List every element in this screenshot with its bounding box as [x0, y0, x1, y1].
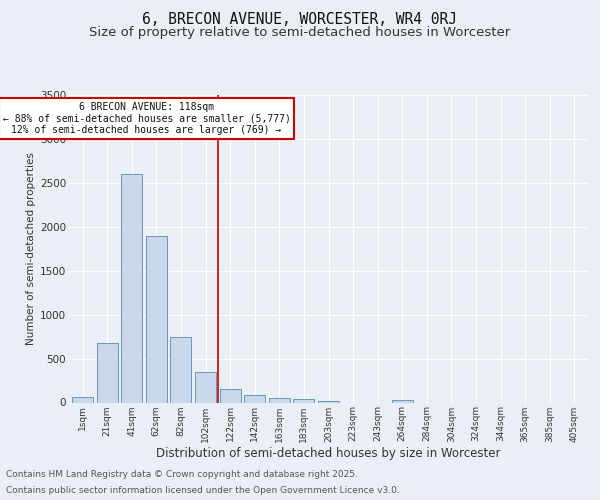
Bar — [220, 389, 241, 402]
Bar — [97, 343, 118, 402]
Bar — [318, 400, 339, 402]
Bar — [72, 397, 93, 402]
Bar — [244, 395, 265, 402]
Bar — [269, 398, 290, 402]
Bar — [293, 400, 314, 402]
X-axis label: Distribution of semi-detached houses by size in Worcester: Distribution of semi-detached houses by … — [156, 447, 501, 460]
Bar — [195, 372, 216, 402]
Text: 6 BRECON AVENUE: 118sqm
← 88% of semi-detached houses are smaller (5,777)
12% of: 6 BRECON AVENUE: 118sqm ← 88% of semi-de… — [2, 102, 290, 135]
Y-axis label: Number of semi-detached properties: Number of semi-detached properties — [26, 152, 36, 345]
Bar — [146, 236, 167, 402]
Text: Contains public sector information licensed under the Open Government Licence v3: Contains public sector information licen… — [6, 486, 400, 495]
Bar — [392, 400, 413, 402]
Text: Size of property relative to semi-detached houses in Worcester: Size of property relative to semi-detach… — [89, 26, 511, 39]
Bar — [170, 336, 191, 402]
Bar — [121, 174, 142, 402]
Text: Contains HM Land Registry data © Crown copyright and database right 2025.: Contains HM Land Registry data © Crown c… — [6, 470, 358, 479]
Text: 6, BRECON AVENUE, WORCESTER, WR4 0RJ: 6, BRECON AVENUE, WORCESTER, WR4 0RJ — [143, 12, 458, 28]
